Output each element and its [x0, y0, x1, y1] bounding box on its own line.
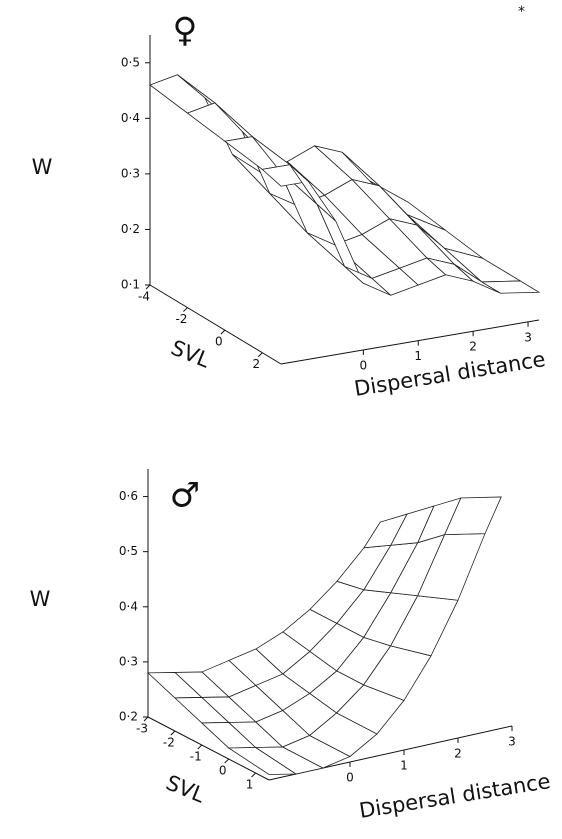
- svl-tick: [251, 772, 256, 778]
- z-tick-label: 0·5: [121, 55, 140, 69]
- svl-tick: [197, 744, 203, 750]
- z-tick-label: 0·5: [119, 544, 138, 558]
- dispersal-axis: [280, 319, 540, 365]
- z-tick-label: 0·3: [121, 166, 140, 180]
- z-tick-label: 0·1: [121, 278, 140, 292]
- dispersal-tick-label: 0: [360, 358, 368, 372]
- svl-tick: [145, 284, 151, 290]
- svl-axis: [149, 284, 282, 365]
- dispersal-axis-label: Dispersal distance: [353, 347, 548, 401]
- svl-axis: [147, 716, 270, 781]
- dispersal-tick-label: 2: [469, 340, 477, 354]
- z-axis-label: W: [30, 587, 51, 611]
- surface-cell: [480, 280, 541, 294]
- svl-tick: [220, 329, 226, 335]
- z-axis-label: W: [32, 155, 53, 179]
- dispersal-tick-label: 1: [414, 349, 422, 363]
- svl-tick-label: -3: [136, 722, 148, 736]
- svl-tick: [224, 758, 230, 764]
- z-tick-label: 0·6: [119, 489, 138, 503]
- svl-tick: [183, 307, 188, 312]
- svl-tick-label: 0: [219, 764, 227, 778]
- z-tick-label: 0·3: [119, 654, 138, 668]
- svl-tick-label: 2: [252, 357, 260, 371]
- svl-tick: [257, 352, 263, 358]
- dispersal-tick-label: 0: [346, 771, 354, 785]
- svl-tick-label: -2: [163, 736, 175, 750]
- svl-tick-label: 1: [246, 778, 254, 792]
- annotation: *: [518, 4, 525, 20]
- dispersal-tick-label: 1: [400, 759, 408, 773]
- surface-cell: [444, 496, 502, 536]
- svl-axis-label: SVL: [168, 336, 214, 373]
- z-tick-label: 0·2: [121, 222, 140, 236]
- dispersal-tick-label: 2: [454, 747, 462, 761]
- dispersal-axis-label: Dispersal distance: [358, 769, 553, 823]
- dispersal-tick-label: 3: [508, 735, 516, 749]
- z-tick-label: 0·4: [119, 599, 138, 613]
- svl-tick: [170, 730, 176, 736]
- z-tick-label: 0·4: [121, 111, 140, 125]
- dispersal-tick-label: 3: [524, 330, 532, 344]
- z-tick-label: 0·2: [119, 710, 138, 724]
- svl-axis-label: SVL: [163, 771, 209, 808]
- svl-tick-label: -1: [190, 750, 202, 764]
- svl-tick-label: 0: [215, 335, 223, 349]
- sex-symbol: ♀: [173, 11, 198, 51]
- svl-tick-label: -2: [175, 312, 187, 326]
- svl-tick: [143, 716, 149, 722]
- svl-tick-label: -4: [138, 290, 150, 304]
- sex-symbol: ♂: [170, 476, 200, 516]
